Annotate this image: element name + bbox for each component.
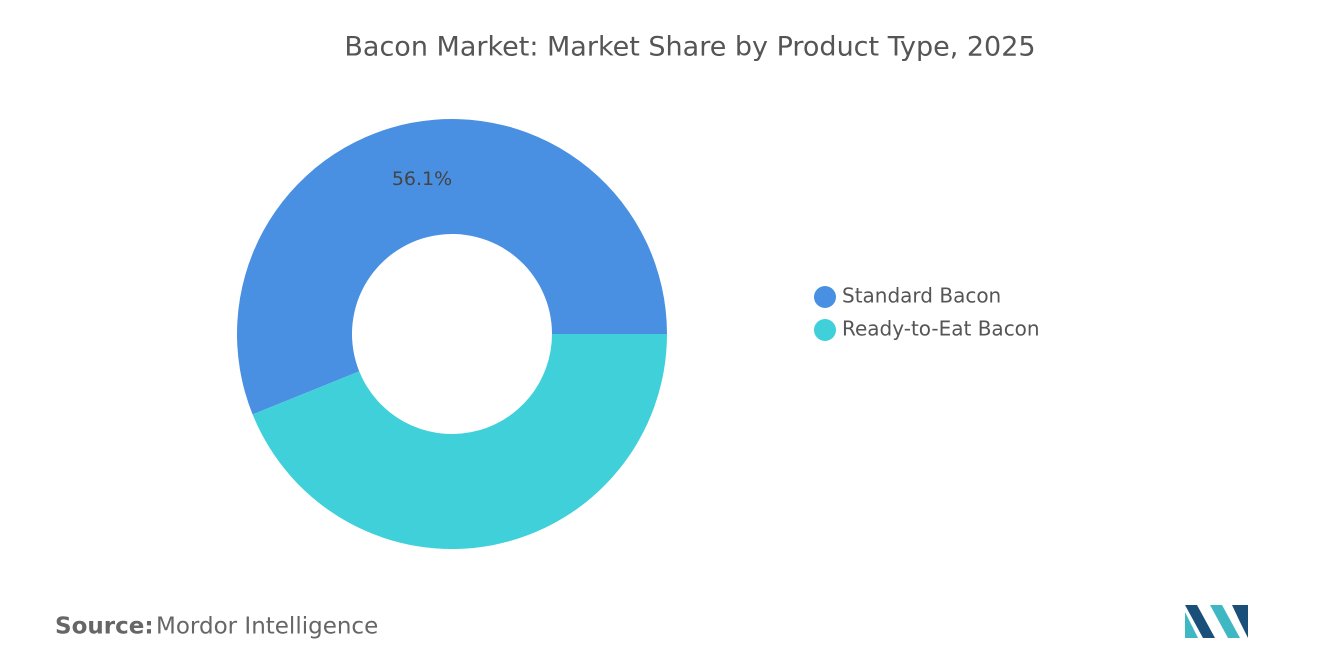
legend-marker — [814, 286, 836, 308]
source-text: Mordor Intelligence — [156, 614, 378, 640]
legend-label: Ready-to-Eat Bacon — [842, 317, 1040, 341]
legend-label: Standard Bacon — [842, 284, 1001, 308]
donut-slice — [252, 334, 667, 549]
legend-marker — [814, 319, 836, 341]
chart-title: Bacon Market: Market Share by Product Ty… — [344, 32, 1035, 63]
source-label: Source: — [55, 614, 154, 640]
logo — [1185, 605, 1248, 638]
donut-slice — [237, 119, 667, 415]
value-label: 56.1% — [392, 168, 452, 190]
